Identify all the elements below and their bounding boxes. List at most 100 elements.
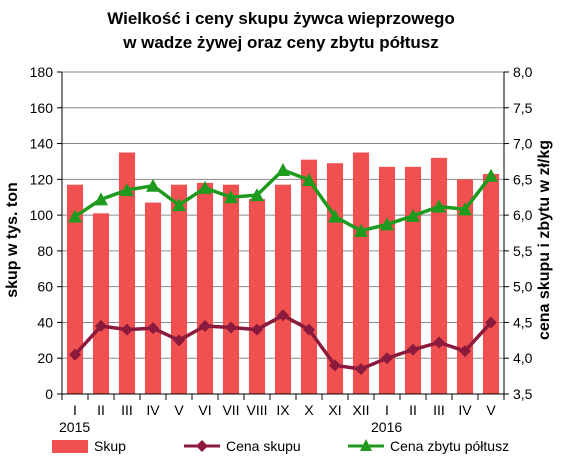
y-left-tick-label: 120 bbox=[30, 171, 54, 187]
bar-skup bbox=[300, 159, 318, 394]
point-cena-skupu bbox=[459, 345, 471, 358]
legend-label-cena-zbytu: Cena zbytu półtusz bbox=[390, 438, 509, 454]
bar-skup bbox=[170, 184, 188, 394]
point-cena-skupu bbox=[433, 336, 445, 349]
x-tick-label: III bbox=[433, 402, 445, 418]
point-cena-zbytu bbox=[224, 190, 238, 204]
point-cena-zbytu bbox=[458, 202, 472, 216]
bar-skup bbox=[274, 184, 292, 394]
y-right-tick-label: 7,5 bbox=[513, 100, 533, 116]
point-cena-zbytu bbox=[120, 183, 134, 197]
bar-skup bbox=[456, 179, 474, 394]
y-left-tick-label: 160 bbox=[30, 100, 54, 116]
y-right-tick-label: 4,0 bbox=[513, 350, 533, 366]
x-tick-label: X bbox=[304, 402, 314, 418]
y-left-tick-label: 80 bbox=[37, 243, 53, 259]
bar-skup bbox=[222, 184, 240, 394]
legend-marker-cena-skupu bbox=[196, 440, 208, 452]
bar-skup bbox=[118, 152, 136, 394]
bar-skup bbox=[404, 166, 422, 394]
point-cena-skupu bbox=[225, 321, 237, 334]
point-cena-zbytu bbox=[146, 178, 160, 192]
x-tick-label: II bbox=[97, 402, 105, 418]
x-tick-label: II bbox=[409, 402, 417, 418]
bar-skup bbox=[144, 202, 162, 394]
y-right-tick-label: 6,5 bbox=[513, 171, 533, 187]
bar-skup bbox=[66, 184, 84, 394]
y-axis-left-title: skup w tys. ton bbox=[4, 182, 21, 298]
y-right-tick-label: 8,0 bbox=[513, 64, 533, 80]
x-tick-label: I bbox=[73, 402, 77, 418]
point-cena-skupu bbox=[147, 322, 159, 335]
x-tick-label: III bbox=[121, 402, 133, 418]
point-cena-zbytu bbox=[302, 173, 316, 187]
point-cena-zbytu bbox=[354, 223, 368, 237]
x-tick-label: IV bbox=[146, 402, 160, 418]
y-right-tick-label: 3,5 bbox=[513, 386, 533, 402]
chart-title-line1: Wielkość i ceny skupu żywca wieprzowego bbox=[107, 9, 455, 28]
y-left-tick-label: 40 bbox=[37, 314, 53, 330]
point-cena-skupu bbox=[407, 343, 419, 356]
point-cena-skupu bbox=[485, 316, 497, 329]
x-tick-label: IX bbox=[276, 402, 290, 418]
point-cena-skupu bbox=[251, 323, 263, 336]
chart-title-line2: w wadze żywej oraz ceny zbytu półtusz bbox=[122, 33, 439, 52]
x-tick-label: XI bbox=[328, 402, 341, 418]
point-cena-skupu bbox=[199, 320, 211, 333]
bar-skup bbox=[248, 199, 266, 394]
legend: Skup Cena skupu Cena zbytu półtusz bbox=[52, 438, 509, 454]
point-cena-zbytu bbox=[328, 209, 342, 223]
y-left-tick-label: 140 bbox=[30, 136, 54, 152]
y-right-tick-label: 5,5 bbox=[513, 243, 533, 259]
point-cena-skupu bbox=[381, 352, 393, 365]
y-left-tick-label: 180 bbox=[30, 64, 54, 80]
point-cena-zbytu bbox=[68, 209, 82, 223]
bar-skup bbox=[352, 152, 370, 394]
x-tick-label: VII bbox=[222, 402, 239, 418]
legend-marker-cena-zbytu bbox=[360, 439, 372, 451]
point-cena-zbytu bbox=[380, 217, 394, 231]
y-right-tick-label: 6,0 bbox=[513, 207, 533, 223]
bar-skup bbox=[92, 213, 110, 394]
y-left-tick-label: 60 bbox=[37, 279, 53, 295]
y-left-tick-label: 0 bbox=[45, 386, 53, 402]
y-axis-right-title: cena skupu i zbytu w zł/kg bbox=[536, 140, 553, 340]
point-cena-zbytu bbox=[198, 180, 212, 194]
point-cena-skupu bbox=[277, 309, 289, 322]
x-tick-label: I bbox=[385, 402, 389, 418]
x-year-label: 2016 bbox=[371, 419, 402, 435]
point-cena-skupu bbox=[121, 323, 133, 336]
x-tick-label: XII bbox=[352, 402, 369, 418]
y-right-tick-label: 5,0 bbox=[513, 279, 533, 295]
bar-skup bbox=[196, 182, 214, 394]
point-cena-skupu bbox=[69, 348, 81, 361]
point-cena-zbytu bbox=[432, 199, 446, 213]
point-cena-zbytu bbox=[276, 163, 290, 177]
y-right-tick-label: 4,5 bbox=[513, 314, 533, 330]
bar-skup bbox=[482, 173, 500, 394]
point-cena-skupu bbox=[173, 334, 185, 347]
point-cena-zbytu bbox=[484, 168, 498, 182]
y-right-tick-label: 7,0 bbox=[513, 136, 533, 152]
x-tick-label: VI bbox=[198, 402, 211, 418]
legend-label-cena-skupu: Cena skupu bbox=[226, 438, 301, 454]
point-cena-skupu bbox=[95, 320, 107, 333]
y-left-tick-label: 20 bbox=[37, 350, 53, 366]
point-cena-zbytu bbox=[172, 198, 186, 212]
point-cena-zbytu bbox=[250, 188, 264, 202]
x-tick-label: IV bbox=[458, 402, 472, 418]
point-cena-skupu bbox=[303, 323, 315, 336]
x-tick-label: V bbox=[486, 402, 496, 418]
bar-skup bbox=[430, 157, 448, 394]
legend-swatch-skup bbox=[52, 440, 88, 453]
legend-label-skup: Skup bbox=[94, 438, 126, 454]
x-tick-label: VIII bbox=[246, 402, 267, 418]
point-cena-skupu bbox=[329, 359, 341, 372]
point-cena-zbytu bbox=[94, 192, 108, 206]
x-tick-label: V bbox=[174, 402, 184, 418]
plot-area: 0 20 40 60 80 100 120 140 160 180 3,5 4,0 4,5 5,0 5,5 6… bbox=[30, 64, 533, 435]
y-left-tick-label: 100 bbox=[30, 207, 54, 223]
x-year-label: 2015 bbox=[59, 419, 90, 435]
point-cena-zbytu bbox=[406, 208, 420, 222]
